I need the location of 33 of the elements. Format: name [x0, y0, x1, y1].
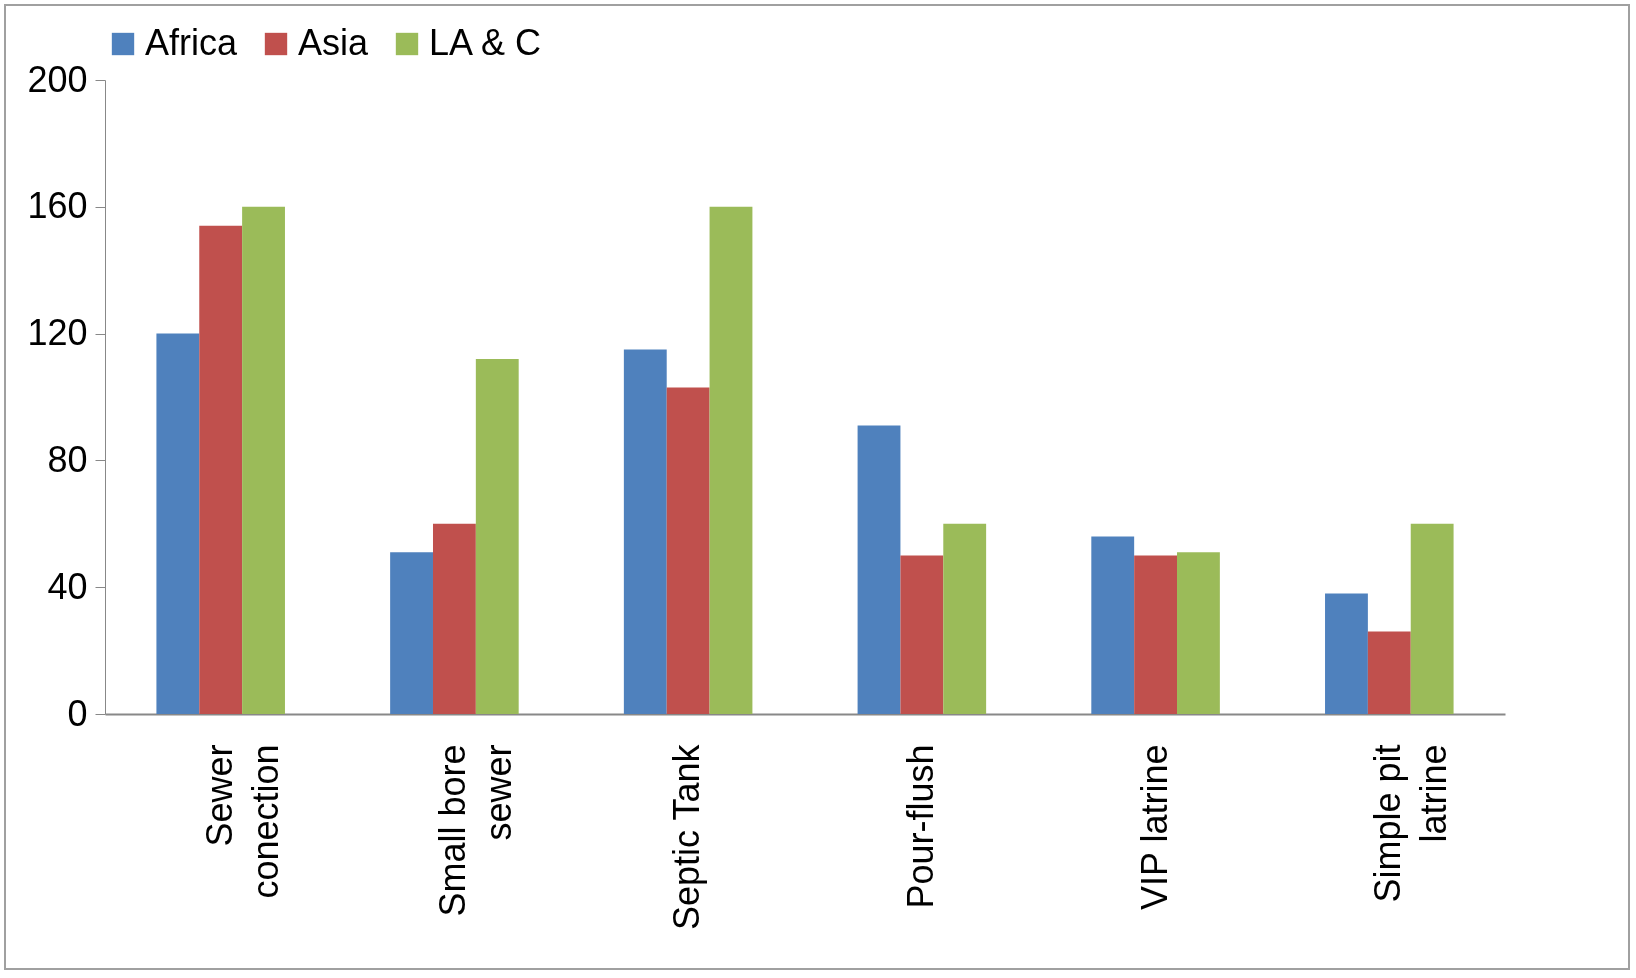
- bar: [666, 387, 710, 714]
- bar: [623, 349, 667, 714]
- x-tick-label: Sewer conection: [198, 744, 286, 899]
- y-tick-label: 160: [27, 185, 88, 227]
- bar: [432, 523, 476, 714]
- bar: [242, 206, 285, 714]
- y-tick-label: 200: [27, 58, 88, 100]
- x-tick-label: Small bore sewer: [432, 744, 520, 917]
- bar: [1367, 631, 1411, 714]
- bar: [900, 555, 944, 714]
- x-tick-label: Pour-flush: [899, 744, 941, 909]
- legend-label: LA & C: [429, 22, 542, 63]
- bar: [1325, 593, 1368, 714]
- x-tick-label: VIP latrine: [1133, 744, 1175, 910]
- legend-label: Africa: [145, 22, 238, 63]
- bar: [1134, 555, 1178, 714]
- x-tick-label: Simple pit latrine: [1367, 744, 1455, 903]
- bar: [156, 333, 200, 714]
- bar: [943, 523, 987, 714]
- x-tick-label: Septic Tank: [666, 743, 708, 930]
- bar: [857, 425, 901, 714]
- bar: [475, 358, 519, 714]
- bar: [1410, 523, 1454, 714]
- bar: [709, 206, 753, 714]
- legend-label: Asia: [298, 22, 370, 63]
- y-tick-label: 120: [27, 312, 88, 354]
- bar: [199, 225, 243, 714]
- y-tick-label: 0: [67, 692, 88, 734]
- bar: [390, 552, 433, 714]
- bar: [1177, 552, 1220, 714]
- bar: [1091, 536, 1135, 714]
- y-tick-label: 40: [47, 565, 88, 607]
- y-tick-label: 80: [47, 438, 88, 480]
